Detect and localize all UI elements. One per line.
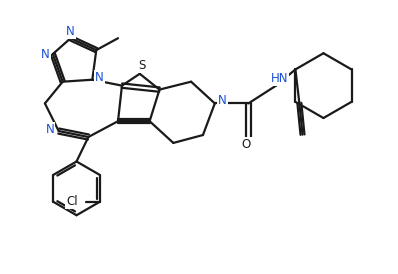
Text: S: S [138,59,145,72]
Text: N: N [66,25,75,38]
Text: Cl: Cl [66,195,78,208]
Text: N: N [219,94,227,107]
Text: N: N [95,71,104,84]
Text: N: N [46,122,55,136]
Text: N: N [41,47,50,61]
Text: O: O [242,138,251,151]
Text: HN: HN [271,72,288,85]
